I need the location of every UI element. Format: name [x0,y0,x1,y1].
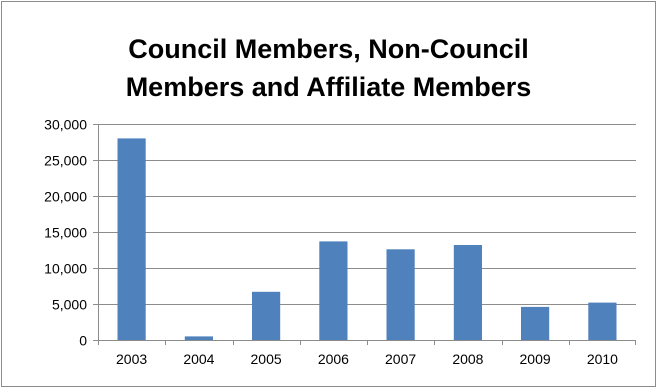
bar-2004 [184,336,213,340]
y-tick-label: 5,000 [52,297,87,313]
bar-2008 [453,245,482,340]
y-tick-label: 15,000 [44,225,87,241]
x-tick-label: 2010 [587,351,618,367]
x-tick-label: 2004 [183,351,214,367]
x-tick-label: 2006 [318,351,349,367]
chart-title: Council Members, Non-Council Members and… [2,30,655,106]
bar-2006 [319,241,348,340]
bar-2010 [588,302,617,340]
chart-title-line-1: Council Members, Non-Council [128,34,529,64]
y-tick-label: 20,000 [44,189,87,205]
bar-2003 [117,138,146,340]
x-tick-label: 2009 [520,351,551,367]
y-tick-label: 25,000 [44,153,87,169]
y-tick-label: 0 [79,333,87,349]
y-tick-label: 30,000 [44,117,87,133]
y-tick-label: 10,000 [44,261,87,277]
bar-2007 [386,249,415,340]
x-tick-label: 2003 [116,351,147,367]
bar-2009 [521,306,550,340]
x-tick-label: 2008 [452,351,483,367]
bar-2005 [252,291,281,340]
x-tick-label: 2007 [385,351,416,367]
chart-title-line-2: Members and Affiliate Members [125,72,532,102]
x-tick-label: 2005 [251,351,282,367]
